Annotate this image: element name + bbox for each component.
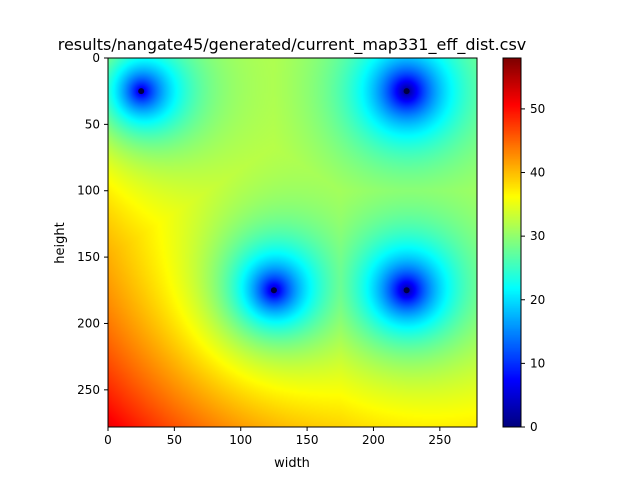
y-axis-label: height (53, 222, 68, 263)
plot-area: 0 50 100 150 200 250 0 50 100 150 200 250 (77, 51, 478, 447)
colorbar-tick-label: 40 (530, 166, 545, 180)
x-tick-label: 200 (362, 433, 385, 447)
colorbar-gradient (503, 58, 521, 427)
x-tick-label: 0 (104, 433, 112, 447)
x-axis-label: width (274, 456, 310, 471)
x-tick-label: 250 (428, 433, 451, 447)
colorbar-tick-label: 20 (530, 293, 545, 307)
colorbar-ticks: 0 10 20 30 40 50 (521, 102, 545, 434)
heatmap-image (108, 58, 477, 427)
source-markers (138, 88, 410, 294)
x-axis-ticks: 0 50 100 150 200 250 (104, 427, 451, 447)
source-point (138, 88, 145, 95)
y-tick-label: 150 (77, 250, 100, 264)
y-axis-ticks: 0 50 100 150 200 250 (77, 51, 108, 397)
x-tick-label: 100 (229, 433, 252, 447)
colorbar-tick-label: 50 (530, 102, 545, 116)
colorbar-tick-label: 30 (530, 229, 545, 243)
source-point (403, 88, 410, 95)
x-tick-label: 50 (167, 433, 182, 447)
source-point (403, 287, 410, 294)
colorbar-tick-label: 0 (530, 420, 538, 434)
colorbar-frame (502, 57, 522, 428)
y-tick-label: 50 (85, 117, 100, 131)
x-tick-label: 150 (296, 433, 319, 447)
source-point (270, 287, 277, 294)
y-tick-label: 200 (77, 316, 100, 330)
colorbar: 0 10 20 30 40 50 (502, 57, 545, 434)
colorbar-tick-label: 10 (530, 356, 545, 370)
y-tick-label: 0 (92, 51, 100, 65)
y-tick-label: 250 (77, 383, 100, 397)
y-tick-label: 100 (77, 184, 100, 198)
chart-title: results/nangate45/generated/current_map3… (58, 35, 527, 55)
plot-frame (107, 57, 478, 428)
